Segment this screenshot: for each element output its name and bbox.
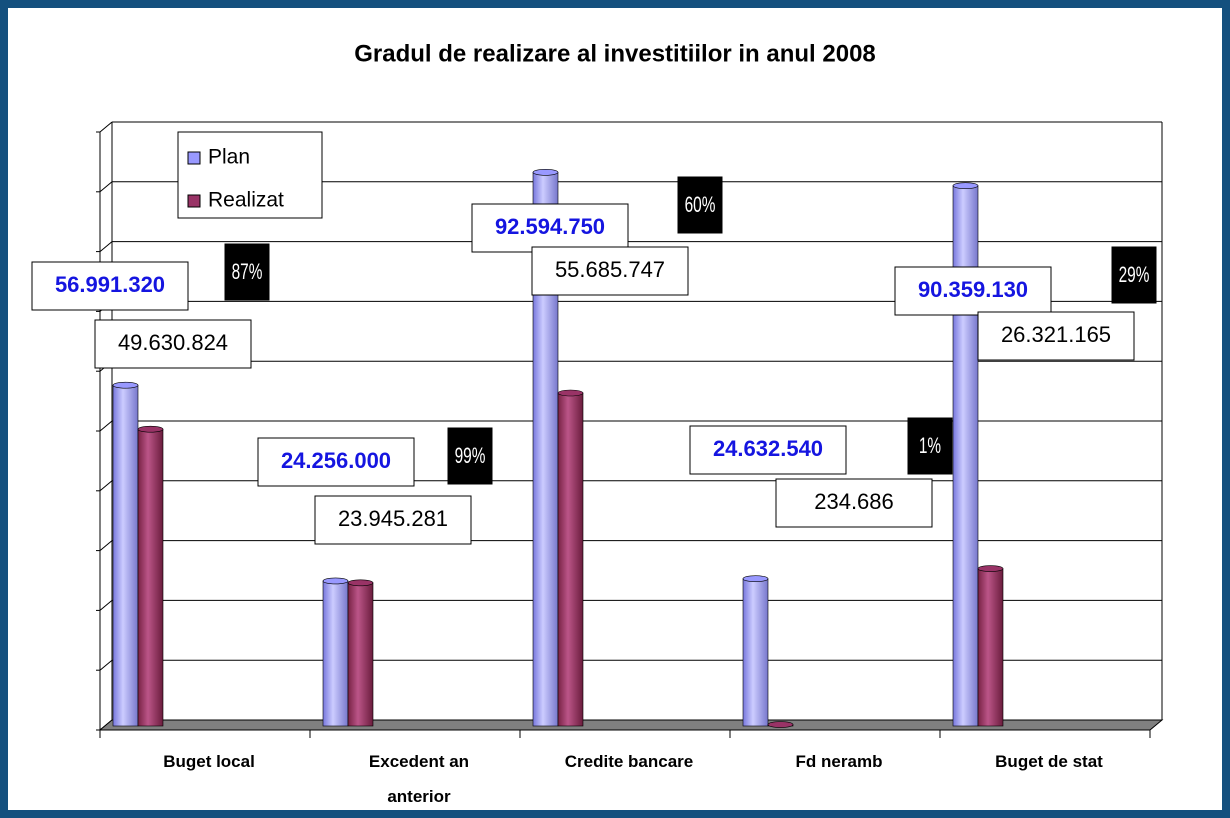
label-box xyxy=(314,495,472,545)
annotation: 1% xyxy=(919,434,941,458)
label-box xyxy=(689,425,847,475)
grid-line-side xyxy=(99,540,113,551)
label-box xyxy=(31,261,189,311)
bar-cap xyxy=(977,565,1004,572)
value-label: 55.685.747 xyxy=(555,257,665,282)
bar-cap xyxy=(532,168,559,176)
x-tick-label: Credite bancare xyxy=(564,752,694,771)
bar xyxy=(742,578,769,727)
bar-cap xyxy=(347,579,374,587)
annotation-box xyxy=(447,427,493,485)
x-tick-label: Fd neramb xyxy=(795,752,883,771)
grid-line-side xyxy=(99,480,113,492)
bar xyxy=(977,568,1004,727)
label-box xyxy=(257,437,415,487)
value-label: 23.945.281 xyxy=(338,506,448,531)
label-box xyxy=(471,203,629,253)
bar-cap xyxy=(952,182,979,189)
label-box xyxy=(531,246,689,296)
chart-title: Gradul de realizare al investitiilor in … xyxy=(354,40,876,67)
bar xyxy=(557,392,584,727)
legend-swatch xyxy=(187,151,201,165)
value-label: 56.991.320 xyxy=(55,272,165,297)
annotation-box xyxy=(1111,246,1157,304)
x-tick-label: Buget local xyxy=(163,752,255,771)
bar-cap xyxy=(112,381,139,389)
value-label: 24.256.000 xyxy=(281,448,391,473)
value-label: 24.632.540 xyxy=(713,436,823,461)
bar xyxy=(347,582,374,727)
grid-line-side xyxy=(99,121,113,133)
annotation: 87% xyxy=(232,260,263,284)
grid-line-side xyxy=(99,241,113,252)
annotation-box xyxy=(677,176,723,234)
label-box xyxy=(775,478,933,528)
label-box xyxy=(894,266,1052,316)
bar-cap xyxy=(137,425,164,433)
annotation: 60% xyxy=(685,193,716,217)
legend-label: Plan xyxy=(208,146,250,169)
value-label: 90.359.130 xyxy=(918,277,1028,302)
value-label: 92.594.750 xyxy=(495,214,605,239)
bar xyxy=(112,384,139,727)
label-box xyxy=(977,311,1135,361)
bar-cap xyxy=(557,389,584,397)
bar-cap xyxy=(322,577,349,585)
value-label: 49.630.824 xyxy=(118,330,228,355)
annotation-box xyxy=(907,417,953,475)
bar xyxy=(322,580,349,727)
legend xyxy=(177,131,323,219)
legend-label: Realizat xyxy=(208,189,284,212)
grid-line-side xyxy=(99,659,113,671)
grid-line-side xyxy=(99,181,113,193)
grid-line-side xyxy=(99,420,113,432)
value-label: 26.321.165 xyxy=(1001,322,1111,347)
value-label: 234.686 xyxy=(814,489,894,514)
bar xyxy=(137,428,164,727)
label-box xyxy=(94,319,252,369)
legend-swatch xyxy=(187,194,201,208)
x-tick-label: Buget de stat xyxy=(995,752,1103,771)
annotation-box xyxy=(224,243,270,301)
bar-cap xyxy=(767,721,794,728)
bar-cap xyxy=(742,575,769,582)
grid-line-side xyxy=(99,600,113,611)
x-tick-label: Excedent an anterior xyxy=(368,752,470,806)
annotation: 29% xyxy=(1119,263,1150,287)
annotation: 99% xyxy=(455,444,486,468)
